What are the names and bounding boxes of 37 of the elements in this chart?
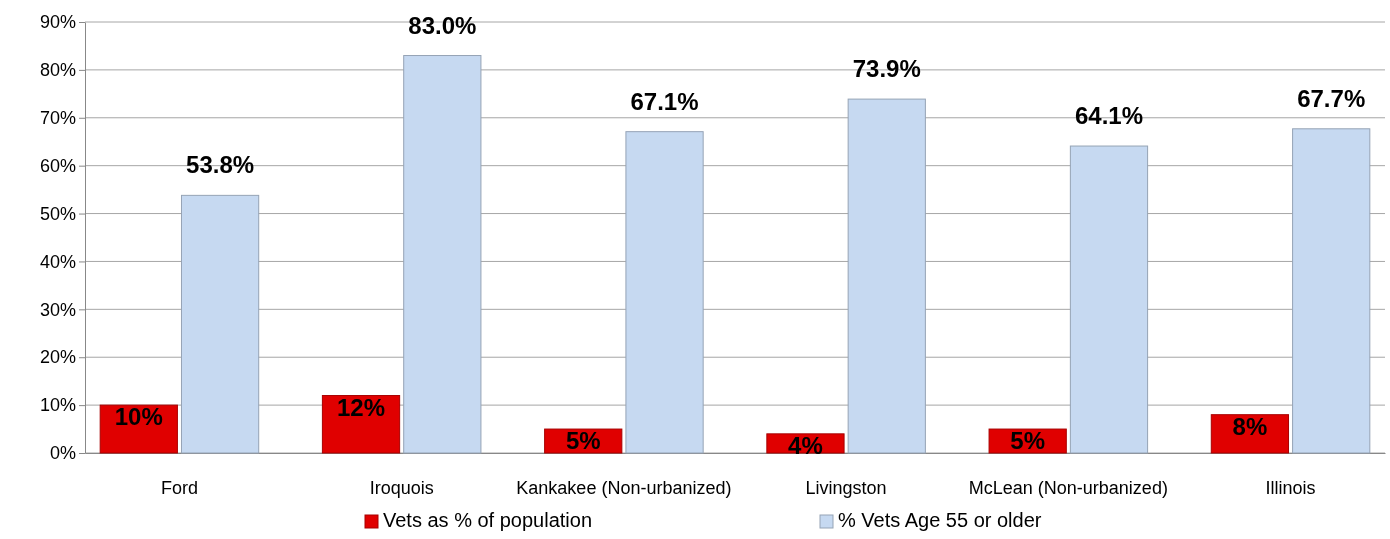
y-tick-label: 0% xyxy=(49,443,76,464)
y-tick-label: 50% xyxy=(39,203,76,224)
y-tick-label: 10% xyxy=(39,395,76,416)
data-label: 12% xyxy=(336,393,386,421)
bar xyxy=(321,395,401,454)
y-tick-label: 40% xyxy=(39,251,76,272)
x-tick-label: Illinois xyxy=(1265,477,1316,498)
data-label: 4% xyxy=(788,431,823,459)
y-tick-label: 90% xyxy=(39,12,76,33)
x-tick-label: Ford xyxy=(160,477,198,498)
bar xyxy=(180,194,260,454)
y-tick-label: 60% xyxy=(39,155,76,176)
bar xyxy=(847,98,926,454)
x-tick-label: Livingston xyxy=(805,477,887,498)
data-label: 10% xyxy=(114,403,163,431)
data-label: 73.9% xyxy=(852,55,921,83)
data-label: 83.0% xyxy=(408,11,477,39)
data-label: 5% xyxy=(1010,427,1046,455)
legend-label: Vets as % of population xyxy=(383,509,593,531)
bar xyxy=(403,55,482,454)
data-label: 5% xyxy=(565,427,601,455)
y-tick-label: 30% xyxy=(39,299,76,320)
bar xyxy=(1069,145,1149,454)
x-tick-label: Iroquois xyxy=(369,477,434,498)
x-tick-label: McLean (Non-urbanized) xyxy=(968,477,1168,498)
y-tick-label: 20% xyxy=(39,347,76,368)
legend-label: % Vets Age 55 or older xyxy=(838,509,1042,531)
data-label: 64.1% xyxy=(1074,102,1144,130)
bar xyxy=(1292,128,1371,454)
data-label: 8% xyxy=(1232,412,1268,440)
data-label: 67.7% xyxy=(1297,84,1366,112)
data-label: 53.8% xyxy=(186,151,255,179)
x-tick-label: Kankakee (Non-urbanized) xyxy=(516,477,732,498)
data-label: 67.1% xyxy=(630,87,699,115)
y-tick-label: 70% xyxy=(39,108,76,129)
y-tick-label: 80% xyxy=(39,60,76,81)
bar xyxy=(625,131,704,454)
